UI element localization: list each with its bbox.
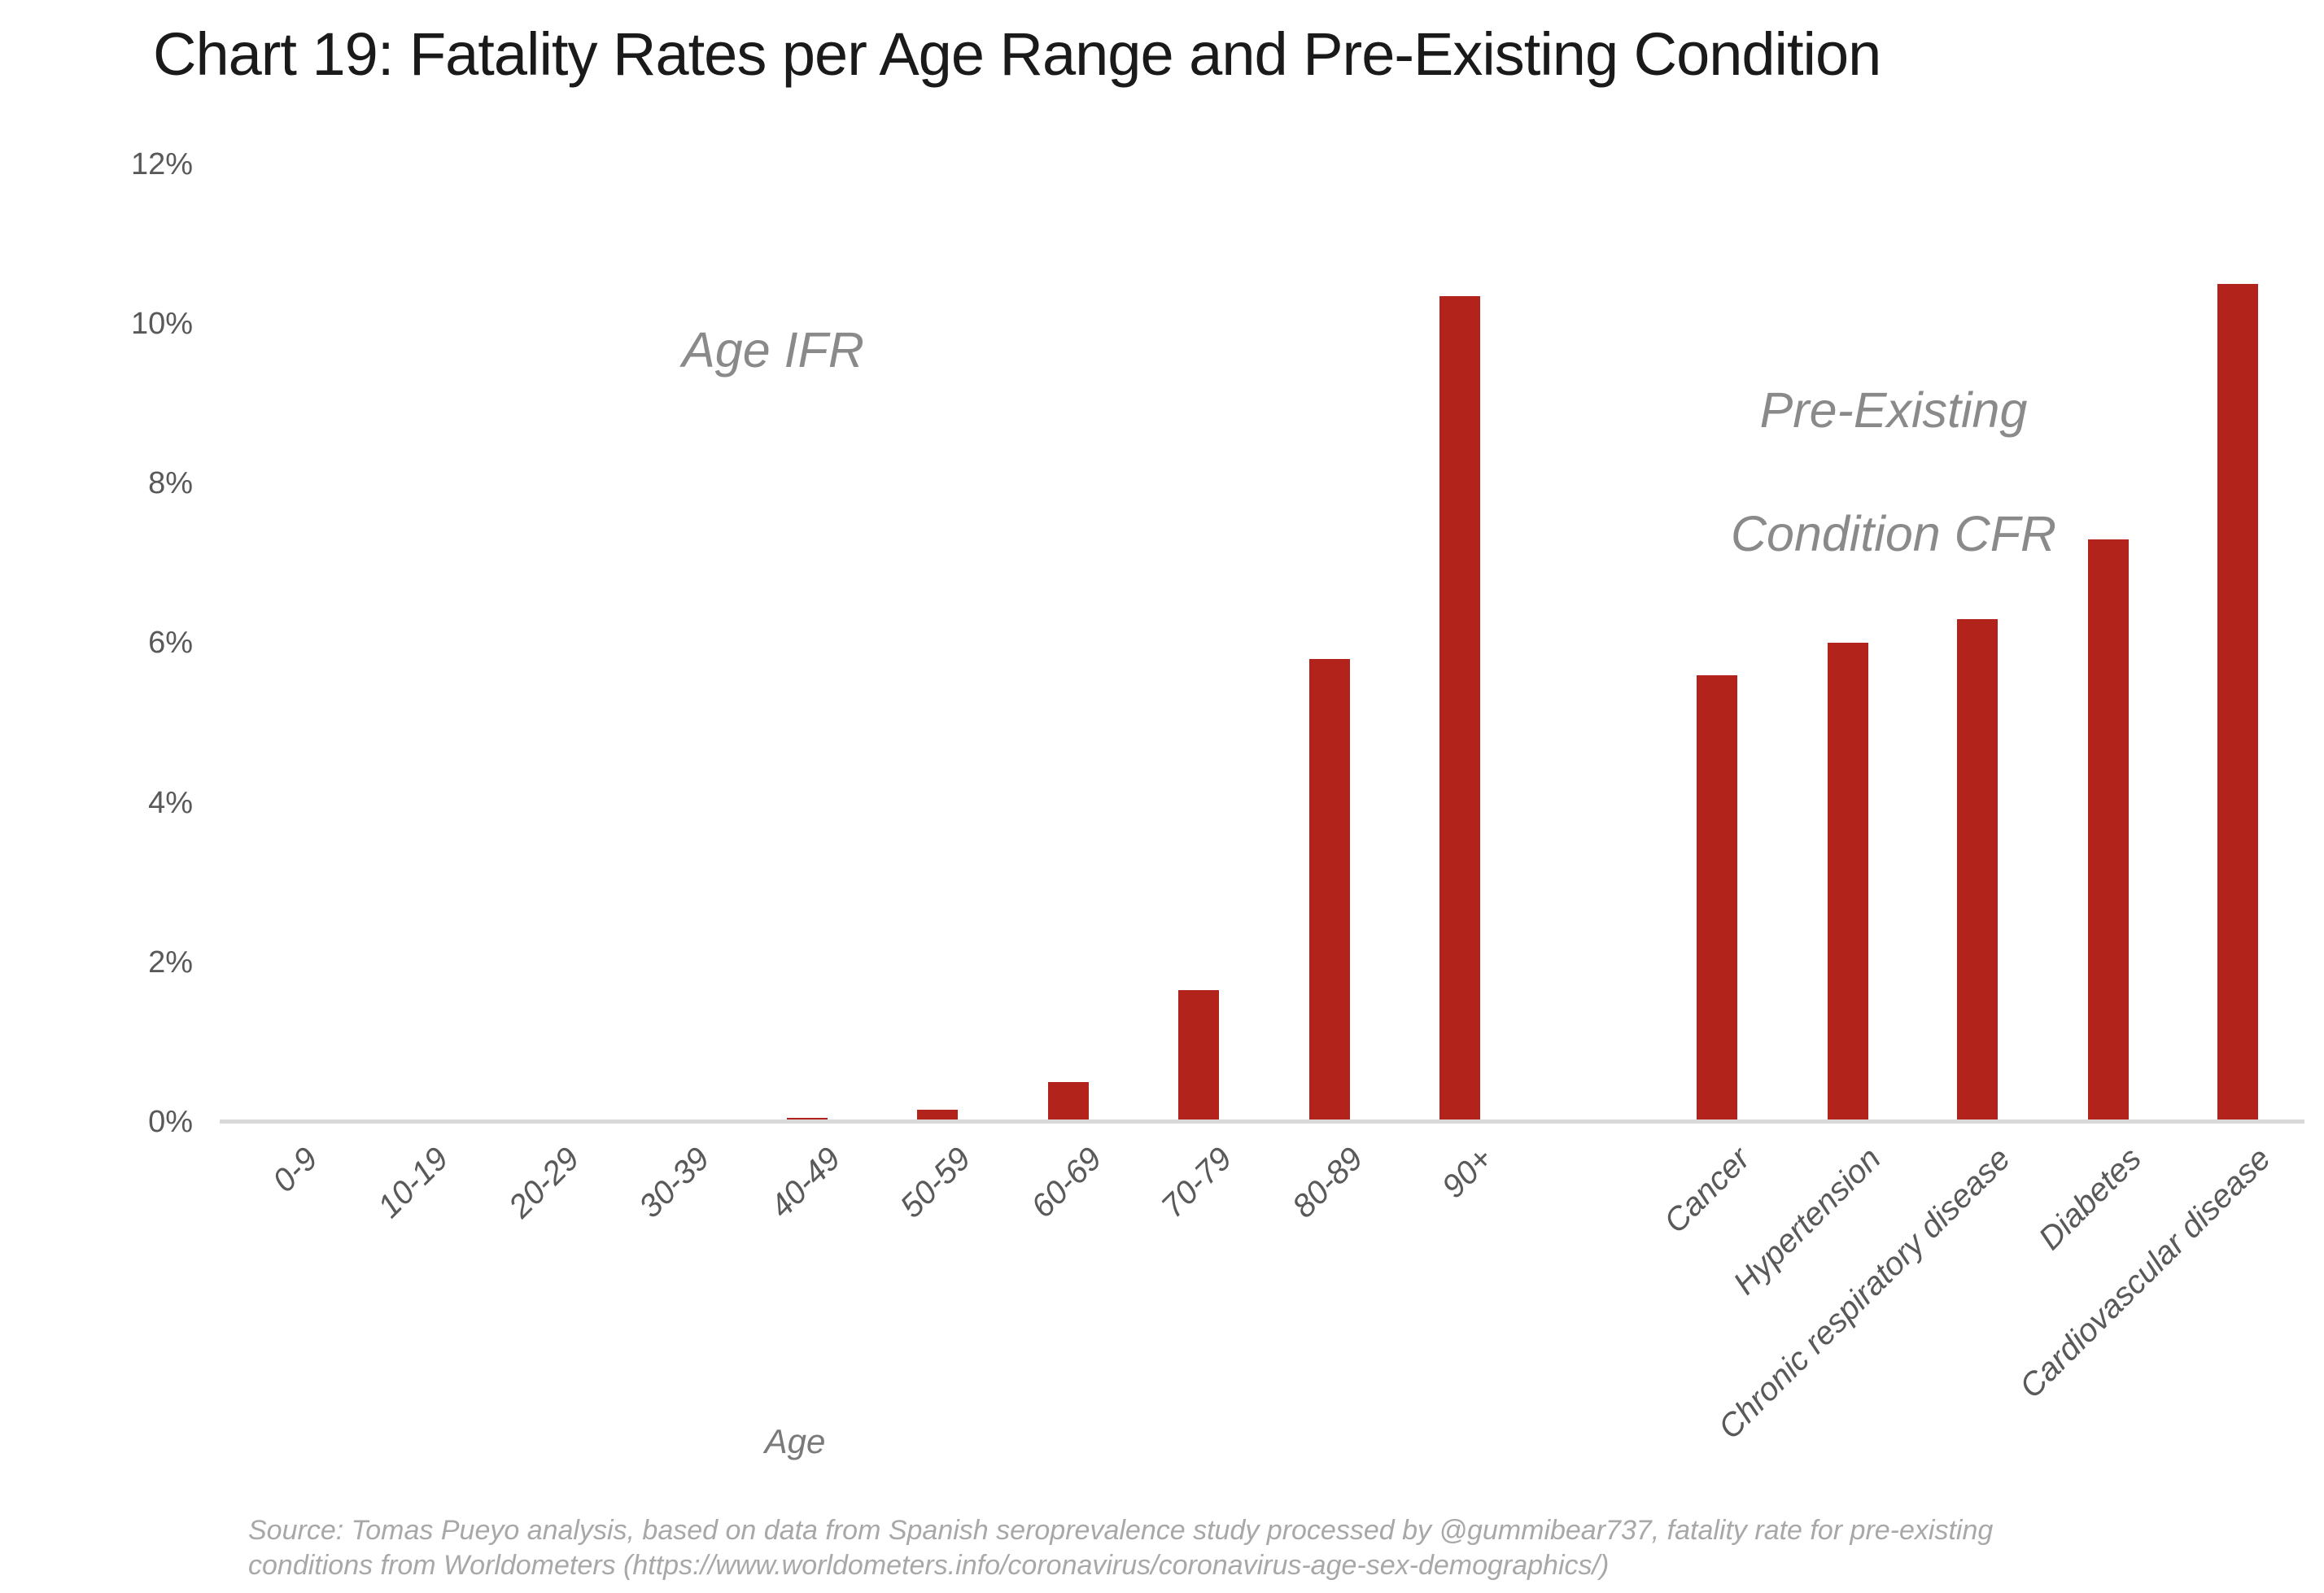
bar-cancer <box>1697 675 1737 1122</box>
y-tick-label: 6% <box>148 626 193 661</box>
x-tick-label: 80-89 <box>1285 1141 1370 1225</box>
y-tick-label: 10% <box>130 307 193 341</box>
x-axis-baseline <box>220 1119 2304 1124</box>
bar-cardiovascular-disease <box>2217 284 2258 1122</box>
source-note-line1: Source: Tomas Pueyo analysis, based on d… <box>248 1515 1994 1546</box>
bar-70-79 <box>1178 990 1219 1122</box>
x-tick-label: 40-49 <box>762 1141 848 1225</box>
y-tick-label: 4% <box>148 785 193 820</box>
pre-existing-cfr-section-label: Pre-Existing Condition CFR <box>1609 317 2178 565</box>
x-tick-label: Diabetes <box>2032 1141 2149 1257</box>
x-tick-label: Cancer <box>1657 1141 1758 1241</box>
pre-existing-cfr-line2: Condition CFR <box>1730 506 2057 561</box>
x-tick-label: 30-39 <box>631 1141 717 1225</box>
x-tick-label: 0-9 <box>266 1141 325 1199</box>
bar-diabetes <box>2088 539 2129 1122</box>
source-note-line2: conditions from Worldometers (https://ww… <box>248 1550 1610 1581</box>
bar-hypertension <box>1828 643 1868 1122</box>
x-tick-label: 60-69 <box>1024 1141 1109 1225</box>
bar-50-59 <box>917 1110 958 1122</box>
pre-existing-cfr-line1: Pre-Existing <box>1759 382 2028 438</box>
bar-60-69 <box>1048 1082 1089 1122</box>
x-tick-label: 20-29 <box>501 1141 587 1225</box>
x-tick-label: 90+ <box>1435 1141 1501 1206</box>
chart-title: Chart 19: Fatality Rates per Age Range a… <box>153 20 1881 88</box>
bar-90+ <box>1439 296 1480 1122</box>
x-tick-label: 10-19 <box>370 1141 456 1225</box>
age-ifr-section-label: Age IFR <box>682 322 864 378</box>
bar-chronic-respiratory-disease <box>1957 619 1998 1122</box>
y-tick-label: 0% <box>148 1105 193 1139</box>
x-tick-label: 50-59 <box>893 1141 978 1225</box>
source-note: Source: Tomas Pueyo analysis, based on d… <box>248 1513 1993 1583</box>
y-tick-label: 8% <box>148 466 193 501</box>
y-tick-label: 12% <box>130 146 193 181</box>
x-tick-label: 70-79 <box>1154 1141 1239 1225</box>
y-tick-label: 2% <box>148 945 193 980</box>
age-axis-title: Age <box>764 1422 826 1460</box>
bar-80-89 <box>1309 659 1350 1122</box>
x-tick-label: Cardiovascular disease <box>2013 1141 2278 1406</box>
